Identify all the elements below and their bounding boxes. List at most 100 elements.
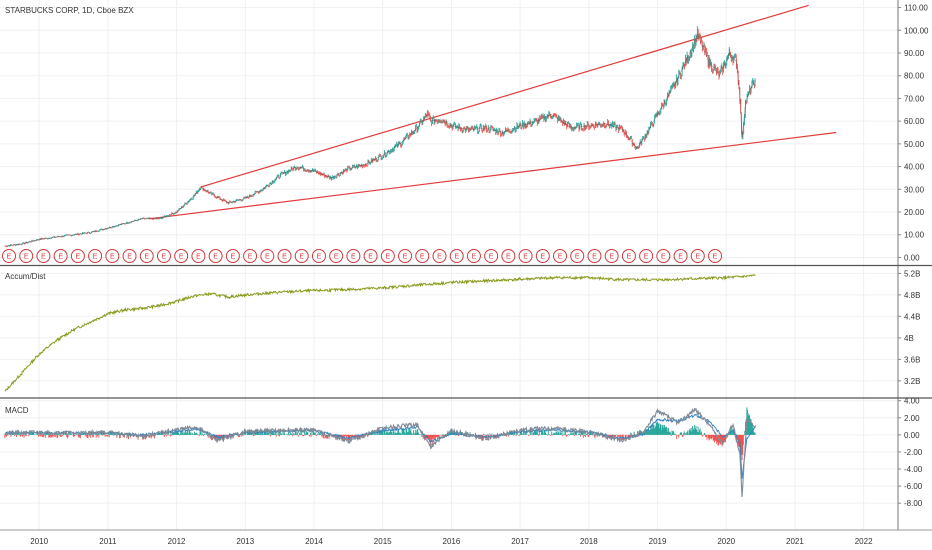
earnings-marker: E bbox=[535, 249, 550, 263]
x-tick-label: 2015 bbox=[374, 537, 392, 546]
earnings-marker-circle bbox=[604, 249, 619, 263]
earnings-marker-circle bbox=[466, 249, 481, 263]
earnings-marker: E bbox=[208, 249, 223, 263]
earnings-marker: E bbox=[53, 249, 68, 263]
earnings-marker: E bbox=[36, 249, 51, 263]
earnings-marker-circle bbox=[156, 249, 171, 263]
earnings-marker-circle bbox=[329, 249, 344, 263]
earnings-marker-label: E bbox=[609, 254, 614, 261]
trendline-upper bbox=[200, 4, 809, 188]
earnings-marker-label: E bbox=[420, 254, 425, 261]
y-tick-label: 5.2B bbox=[904, 269, 920, 278]
earnings-marker-label: E bbox=[472, 254, 477, 261]
earnings-marker-label: E bbox=[231, 254, 236, 261]
earnings-marker-circle bbox=[311, 249, 326, 263]
earnings-marker: E bbox=[346, 249, 361, 263]
earnings-marker: E bbox=[380, 249, 395, 263]
earnings-marker-circle bbox=[88, 249, 103, 263]
accum-dist-layer bbox=[4, 273, 756, 392]
earnings-marker-label: E bbox=[93, 254, 98, 261]
earnings-marker: E bbox=[88, 249, 103, 263]
x-tick-label: 2019 bbox=[649, 537, 667, 546]
earnings-marker-label: E bbox=[695, 254, 700, 261]
earnings-marker-label: E bbox=[41, 254, 46, 261]
earnings-marker-label: E bbox=[144, 254, 149, 261]
earnings-marker: E bbox=[260, 249, 275, 263]
earnings-marker: E bbox=[294, 249, 309, 263]
earnings-marker-circle bbox=[70, 249, 85, 263]
y-tick-label: 10.00 bbox=[904, 231, 925, 240]
earnings-marker-circle bbox=[122, 249, 137, 263]
earnings-marker: E bbox=[122, 249, 137, 263]
earnings-marker-circle bbox=[432, 249, 447, 263]
earnings-marker-label: E bbox=[248, 254, 253, 261]
x-axis-labels: 2010 2011 2012 2013 2014 2015 2016 2017 2018 2019… bbox=[30, 537, 873, 546]
y-tick-label: 110.00 bbox=[904, 4, 928, 13]
earnings-marker-circle bbox=[36, 249, 51, 263]
earnings-marker-circle bbox=[294, 249, 309, 263]
earnings-marker-circle bbox=[553, 249, 568, 263]
macd-layer bbox=[4, 407, 756, 497]
earnings-marker-label: E bbox=[575, 254, 580, 261]
earnings-marker: E bbox=[553, 249, 568, 263]
y-tick-label: 4.8B bbox=[904, 291, 920, 300]
earnings-marker-circle bbox=[2, 249, 16, 263]
earnings-marker: E bbox=[2, 249, 16, 263]
y-tick-label: 4B bbox=[904, 334, 914, 343]
earnings-marker-label: E bbox=[540, 254, 545, 261]
accum-dist-pane: Accum/Dist bbox=[4, 272, 756, 392]
earnings-marker-label: E bbox=[299, 254, 304, 261]
x-tick-label: 2012 bbox=[168, 537, 186, 546]
x-tick-label: 2017 bbox=[511, 537, 529, 546]
earnings-marker-label: E bbox=[713, 254, 718, 261]
earnings-marker: E bbox=[639, 249, 654, 263]
earnings-marker-circle bbox=[19, 249, 34, 263]
earnings-marker: E bbox=[604, 249, 619, 263]
earnings-marker: E bbox=[70, 249, 85, 263]
earnings-marker-circle bbox=[449, 249, 464, 263]
trendline-layer bbox=[149, 4, 837, 220]
y-tick-label: 100.00 bbox=[904, 26, 929, 35]
x-tick-label: 2014 bbox=[305, 537, 323, 546]
earnings-marker-label: E bbox=[282, 254, 287, 261]
earnings-marker-label: E bbox=[489, 254, 494, 261]
macd-line bbox=[4, 407, 756, 497]
y-tick-label: 0.00 bbox=[904, 431, 920, 440]
earnings-marker-circle bbox=[639, 249, 654, 263]
earnings-marker-label: E bbox=[265, 254, 270, 261]
y-tick-label: -2.00 bbox=[904, 448, 923, 457]
earnings-marker-label: E bbox=[162, 254, 167, 261]
y-tick-label: 4.00 bbox=[904, 397, 920, 406]
earnings-marker-circle bbox=[398, 249, 413, 263]
earnings-marker: E bbox=[587, 249, 602, 263]
earnings-marker-circle bbox=[346, 249, 361, 263]
earnings-marker: E bbox=[432, 249, 447, 263]
earnings-marker-label: E bbox=[678, 254, 683, 261]
y-tick-label: 80.00 bbox=[904, 72, 925, 81]
earnings-marker-circle bbox=[225, 249, 240, 263]
earnings-marker-label: E bbox=[179, 254, 184, 261]
earnings-marker-label: E bbox=[334, 254, 339, 261]
earnings-marker: E bbox=[329, 249, 344, 263]
earnings-marker-label: E bbox=[58, 254, 63, 261]
earnings-marker-label: E bbox=[403, 254, 408, 261]
earnings-marker: E bbox=[690, 249, 705, 263]
x-tick-label: 2011 bbox=[99, 537, 117, 546]
earnings-marker-circle bbox=[501, 249, 516, 263]
earnings-marker-label: E bbox=[385, 254, 390, 261]
candle-layer bbox=[4, 26, 756, 248]
earnings-marker-circle bbox=[484, 249, 499, 263]
earnings-marker-circle bbox=[708, 249, 722, 263]
y-tick-label: 20.00 bbox=[904, 208, 925, 217]
earnings-marker-circle bbox=[587, 249, 602, 263]
y-axis-labels: 0.00 10.00 20.00 30.00 40.00 50.00 60.00 70.00 8… bbox=[898, 4, 929, 508]
earnings-marker-label: E bbox=[196, 254, 201, 261]
y-tick-label: 3.6B bbox=[904, 355, 920, 364]
x-tick-label: 2020 bbox=[717, 537, 735, 546]
y-tick-label: 40.00 bbox=[904, 163, 925, 172]
earnings-marker: E bbox=[415, 249, 430, 263]
earnings-marker: E bbox=[191, 249, 206, 263]
earnings-marker-circle bbox=[191, 249, 206, 263]
